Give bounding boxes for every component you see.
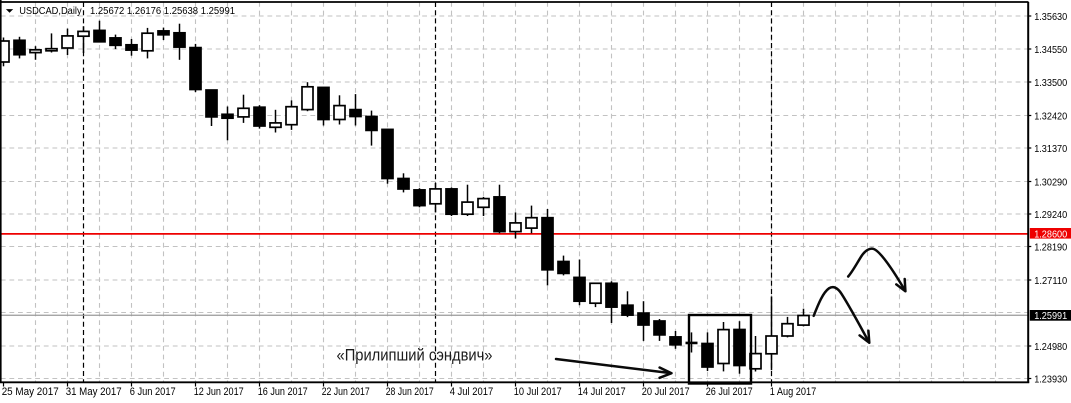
svg-text:1.28190: 1.28190 (1034, 242, 1067, 253)
svg-text:10 Jul 2017: 10 Jul 2017 (514, 386, 562, 398)
svg-text:6 Jun 2017: 6 Jun 2017 (130, 386, 176, 398)
svg-text:1.34550: 1.34550 (1034, 45, 1067, 56)
svg-text:1.24980: 1.24980 (1034, 342, 1067, 353)
svg-text:12 Jun 2017: 12 Jun 2017 (194, 386, 244, 398)
svg-text:1.29240: 1.29240 (1034, 210, 1067, 221)
svg-text:USDCAD,Daily: USDCAD,Daily (19, 6, 82, 17)
svg-text:1.32420: 1.32420 (1034, 111, 1067, 122)
svg-text:28 Jun 2017: 28 Jun 2017 (386, 386, 434, 398)
svg-text:1.27110: 1.27110 (1034, 276, 1067, 287)
svg-text:14 Jul 2017: 14 Jul 2017 (578, 386, 626, 398)
svg-text:1.28600: 1.28600 (1034, 230, 1067, 241)
svg-text:31 May 2017: 31 May 2017 (66, 386, 122, 398)
svg-text:16 Jun 2017: 16 Jun 2017 (258, 386, 308, 398)
svg-text:1.25991: 1.25991 (1034, 311, 1067, 322)
svg-text:«Прилипший сэндвич»: «Прилипший сэндвич» (337, 345, 493, 364)
svg-text:1.35630: 1.35630 (1034, 12, 1067, 23)
svg-text:1.23930: 1.23930 (1034, 374, 1067, 385)
svg-text:1 Aug 2017: 1 Aug 2017 (770, 386, 817, 398)
svg-text:1.25672 1.26176 1.25638 1.2599: 1.25672 1.26176 1.25638 1.25991 (90, 6, 235, 17)
svg-text:22 Jun 2017: 22 Jun 2017 (322, 386, 370, 398)
svg-text:25 May 2017: 25 May 2017 (2, 386, 59, 398)
svg-text:20 Jul 2017: 20 Jul 2017 (642, 386, 690, 398)
svg-text:4 Jul 2017: 4 Jul 2017 (450, 386, 494, 398)
svg-text:1.31370: 1.31370 (1034, 144, 1067, 155)
svg-text:26 Jul 2017: 26 Jul 2017 (706, 386, 753, 398)
svg-text:1.33500: 1.33500 (1034, 78, 1067, 89)
svg-text:1.30290: 1.30290 (1034, 177, 1067, 188)
